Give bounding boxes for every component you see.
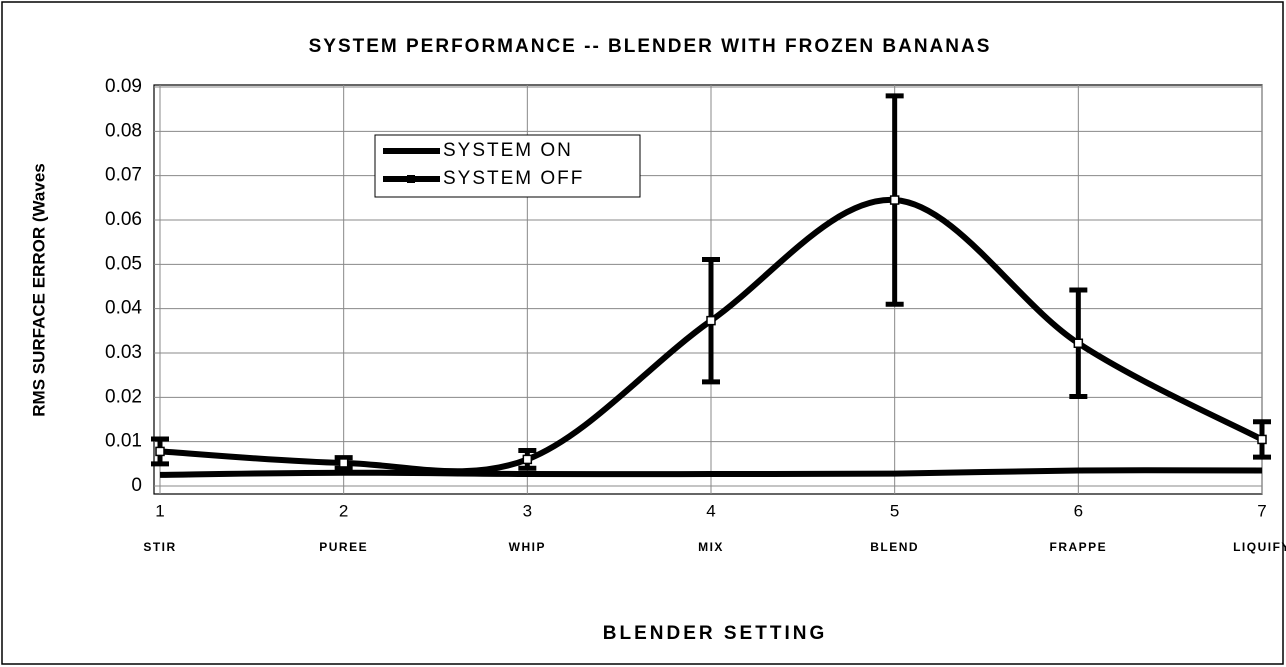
category-label: FRAPPE xyxy=(1049,540,1107,554)
chart-title: SYSTEM PERFORMANCE -- BLENDER WITH FROZE… xyxy=(309,36,992,57)
y-tick-label: 0.01 xyxy=(105,431,142,452)
marker xyxy=(155,446,165,457)
marker xyxy=(338,458,349,468)
marker xyxy=(522,454,533,465)
category-label: MIX xyxy=(698,540,724,554)
legend-label: SYSTEM OFF xyxy=(443,168,584,189)
x-tick-label: 1 xyxy=(155,501,164,520)
x-tick-label: 5 xyxy=(890,501,899,520)
y-tick-label: 0.02 xyxy=(105,386,142,407)
category-label: WHIP xyxy=(509,540,546,554)
x-tick-label: 4 xyxy=(706,501,715,520)
marker xyxy=(1257,434,1267,445)
y-tick-label: 0 xyxy=(131,475,142,496)
category-label: BLEND xyxy=(870,540,919,554)
y-tick-label: 0.07 xyxy=(105,165,142,186)
legend-marker xyxy=(407,175,415,183)
y-axis-label: RMS SURFACE ERROR (Waves xyxy=(29,163,48,416)
category-label: STIR xyxy=(143,540,176,554)
plot-area xyxy=(153,84,1263,495)
x-tick-label: 7 xyxy=(1257,501,1266,520)
marker xyxy=(1073,338,1084,348)
x-tick-label: 6 xyxy=(1074,501,1083,520)
marker xyxy=(706,315,716,326)
x-tick-label: 3 xyxy=(523,501,532,520)
legend-box xyxy=(374,134,641,198)
series-line xyxy=(159,467,1263,478)
category-label: LIQUIFY xyxy=(1233,540,1286,554)
y-tick-label: 0.04 xyxy=(105,298,142,319)
legend-label: SYSTEM ON xyxy=(443,140,573,161)
x-tick-label: 2 xyxy=(339,501,348,520)
y-tick-label: 0.08 xyxy=(105,120,142,141)
y-tick-label: 0.03 xyxy=(105,342,142,363)
category-label: PUREE xyxy=(319,540,368,554)
marker xyxy=(889,195,900,205)
y-tick-label: 0.05 xyxy=(105,253,142,274)
y-tick-label: 0.09 xyxy=(105,76,142,97)
y-tick-label: 0.06 xyxy=(105,209,142,230)
x-axis-label: BLENDER SETTING xyxy=(603,623,827,644)
